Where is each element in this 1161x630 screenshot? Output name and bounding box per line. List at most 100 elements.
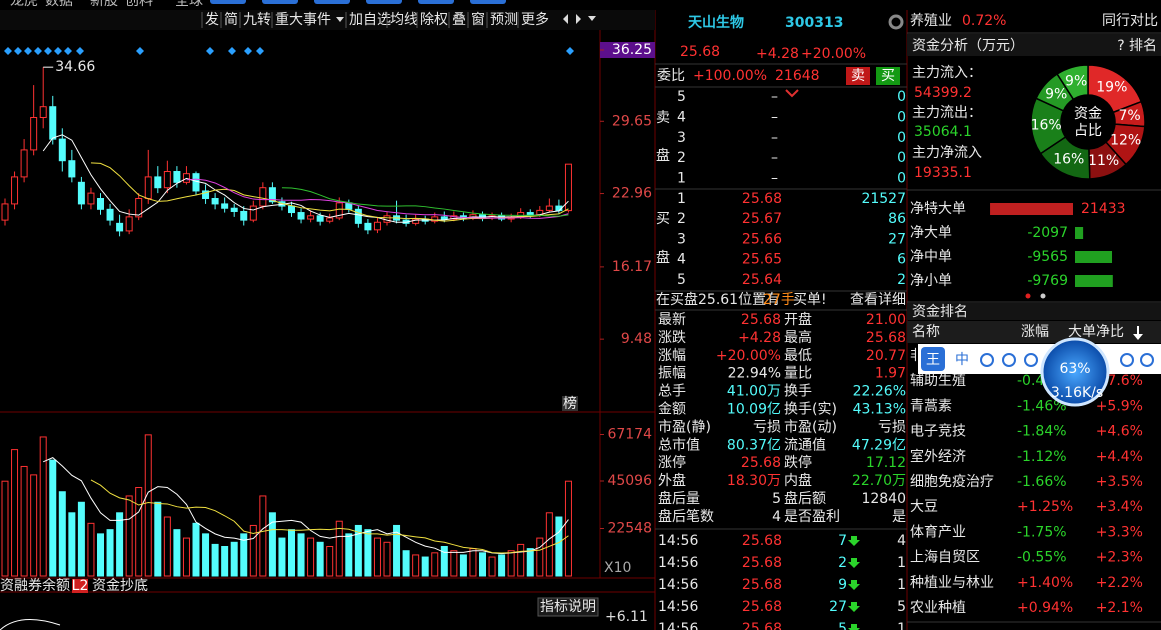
toolbar-btn[interactable]: 发 (205, 12, 219, 28)
ranking-name[interactable]: 青蒿素 (910, 398, 952, 414)
stat-label: 总市值 (658, 436, 700, 453)
ranking-name[interactable]: 大豆 (910, 499, 938, 515)
stat-label: 市盈(动) (784, 418, 837, 435)
ranking-name[interactable]: 体育产业 (910, 524, 966, 540)
toolbar-btn[interactable]: 均线 (390, 12, 418, 28)
candle-body (154, 176, 162, 189)
fund-help[interactable]: ? (1117, 38, 1124, 54)
fund-rank[interactable]: 排名 (1129, 38, 1157, 54)
ranking-title-bg (907, 303, 1161, 320)
toolbar-btn[interactable]: 重大事件 (275, 12, 331, 28)
down-arrow (848, 558, 860, 568)
collapse-arrow[interactable] (785, 89, 799, 98)
stat-value: 80.37亿 (727, 437, 781, 453)
menu-item[interactable]: 全球 (175, 0, 203, 9)
volume-bar (240, 533, 248, 577)
bid-volume: 86 (888, 211, 906, 227)
bid-price: 25.67 (742, 211, 782, 227)
volume-bar (97, 533, 104, 577)
menu-item[interactable]: 创料 (125, 0, 153, 9)
widget-lang[interactable]: 中 (955, 352, 969, 368)
toolbar-btn[interactable]: 预测 (490, 12, 518, 28)
indicator-btn[interactable]: 指标说明 (540, 599, 596, 615)
stat-label: 涨跌 (658, 330, 686, 346)
trade-price: 25.68 (742, 555, 782, 571)
settings-icon[interactable] (888, 14, 904, 30)
ranking-title: 资金排名 (912, 304, 968, 320)
widget-icon[interactable] (1002, 353, 1016, 367)
flow-bar (1075, 227, 1084, 239)
candle-body (97, 198, 104, 210)
vol-tick-label: 22548 (607, 521, 652, 537)
flow-name: 净大单 (910, 225, 952, 241)
toolbar-arrows[interactable] (563, 14, 596, 24)
toolbar-btn[interactable]: 更多 (521, 11, 549, 28)
volume-bar (278, 537, 286, 577)
tab-l2-bg (72, 579, 88, 593)
bid-price: 25.66 (742, 231, 782, 247)
widget-icon[interactable] (980, 353, 994, 367)
stat-value: 12840 (861, 491, 906, 507)
y-tick-label: 9.48 (621, 331, 652, 347)
stat-label: 内盘 (784, 472, 812, 489)
stock-name: 天山生物 (688, 14, 744, 31)
volume-bar (288, 529, 295, 577)
page-dot[interactable] (1025, 293, 1031, 299)
toolbar-btn[interactable]: 加自选 (349, 12, 391, 28)
dropdown-arrow[interactable] (336, 17, 344, 22)
ranking-name[interactable]: 上海自贸区 (910, 550, 980, 566)
ask-price: – (771, 109, 778, 125)
tab[interactable]: L2 (72, 578, 89, 594)
price-highlight (600, 42, 655, 58)
widget-icon[interactable] (1120, 353, 1134, 367)
tab[interactable]: 资金抄底 (92, 578, 148, 594)
ranking-name[interactable]: 种植业与林业 (910, 575, 994, 591)
toolbar-btn[interactable]: 除权 (420, 12, 448, 28)
toolbar-btn[interactable]: 叠 (452, 12, 466, 28)
ranking-name[interactable]: 辅助生殖 (910, 372, 966, 389)
candle-body (354, 208, 362, 224)
toolbar-btn[interactable]: 简 (224, 11, 238, 28)
notice-link[interactable]: 查看详细 (850, 292, 906, 308)
donut-label: 11% (1088, 153, 1119, 169)
ranking-name[interactable]: 电子竞技 (910, 423, 966, 440)
menu-item[interactable]: 龙虎 (10, 0, 38, 9)
donut-center: 资金 (1074, 106, 1102, 122)
candle-body (259, 187, 267, 207)
tab[interactable]: 资融券余额 (0, 577, 70, 594)
sell-btn[interactable]: 卖 (851, 68, 865, 84)
widget-badge[interactable]: 王 (926, 352, 940, 368)
ranking-name[interactable]: 农业种植 (910, 600, 966, 616)
ranking-header: 涨幅 (1021, 324, 1049, 340)
ask-volume: 0 (897, 130, 906, 146)
candle-body (202, 190, 210, 200)
toolbar-btn[interactable]: 九转 (243, 12, 271, 28)
stat-label: 盘后笔数 (658, 508, 714, 525)
donut-segment (1056, 64, 1089, 101)
candle-body (163, 171, 171, 189)
side-label: 盘 (656, 249, 670, 266)
candle-body (1, 203, 9, 221)
speed-ball[interactable] (1040, 337, 1110, 407)
widget-icon[interactable] (1140, 353, 1154, 367)
stat-value: 41.00万 (727, 384, 781, 400)
candle-body (144, 176, 152, 200)
widget-icon[interactable] (1024, 353, 1038, 367)
menu-item[interactable]: 新股 (90, 0, 118, 9)
speed-rate: 3.16K/s (1051, 385, 1103, 401)
buy-btn[interactable]: 买 (881, 68, 895, 84)
flow-bar (990, 203, 1073, 215)
volume-bar (402, 550, 410, 577)
donut-label: 9% (1045, 86, 1067, 102)
sector-compare[interactable]: 同行对比 (1102, 13, 1158, 29)
donut-hole (1062, 96, 1114, 148)
volume-bar (39, 436, 47, 577)
toolbar-btn[interactable]: 窗 (471, 11, 485, 28)
ranking-name[interactable]: 室外经济 (910, 448, 966, 465)
ranking-name[interactable]: 细胞免疫治疗 (910, 474, 994, 490)
stat-label: 是否盈利 (784, 509, 840, 525)
menu-item[interactable]: 数据 (45, 0, 73, 9)
page-dot[interactable] (1040, 293, 1046, 299)
stat-value: 22.94% (728, 366, 781, 382)
bid-level: 2 (677, 211, 686, 227)
